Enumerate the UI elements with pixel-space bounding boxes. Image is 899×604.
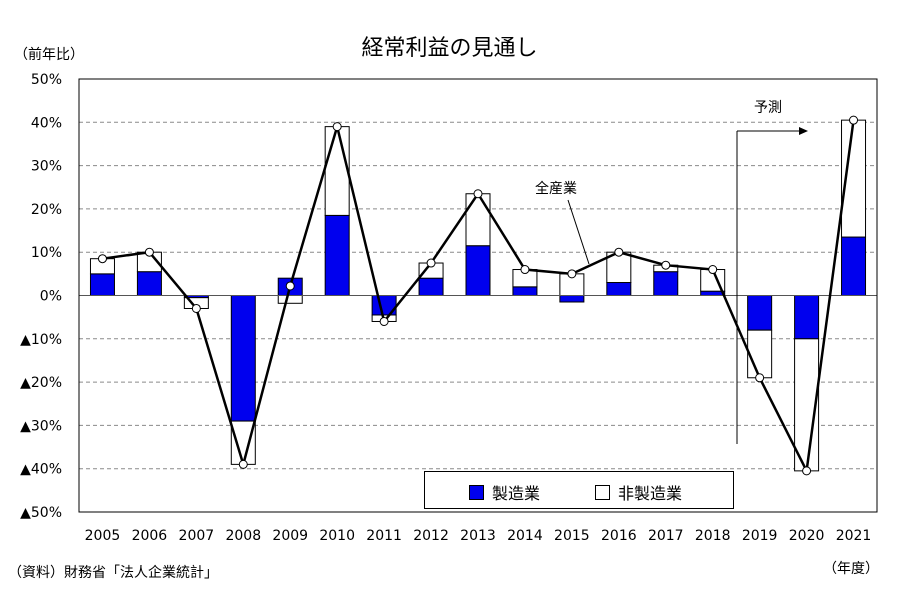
total-line-point [708,265,718,275]
legend-label-manufacturing: 製造業 [492,484,541,503]
x-tick-label: 2011 [366,528,402,544]
forecast-marker [736,127,808,444]
bar-manufacturing [841,236,867,296]
y-tick-label: 40% [31,115,62,131]
total-line-point [849,115,859,125]
y-tick-label: ▲10% [20,332,62,348]
bar-manufacturing [653,271,679,296]
legend-item-manufacturing: 製造業 [469,480,540,504]
x-tick-label: 2021 [836,528,872,544]
bar-manufacturing [747,295,773,331]
x-tick-label: 2006 [132,528,168,544]
x-tick-label: 2016 [601,528,637,544]
y-tick-label: ▲20% [20,375,62,391]
total-line-point [614,247,624,257]
total-line-point [97,254,107,264]
bar-manufacturing [230,295,256,422]
x-tick-label: 2020 [789,528,825,544]
total-line-point [426,258,436,268]
legend-swatch-manufacturing [469,484,484,500]
total-line-point [191,303,201,313]
y-tick-label: ▲30% [20,418,62,434]
x-tick-label: 2015 [554,528,590,544]
legend-item-nonmanufacturing: 非製造業 [595,480,682,504]
bar-nonmanufacturing [747,329,773,379]
legend: 製造業 非製造業 [424,471,734,509]
total-line-point [332,122,342,132]
x-tick-label: 2013 [460,528,496,544]
line-label-annotation: 全産業 [535,181,577,197]
forecast-arrow-head [799,127,808,135]
total-line-point [238,459,248,469]
total-line-point [379,316,389,326]
x-tick-label: 2007 [179,528,215,544]
bar-nonmanufacturing [465,193,491,247]
legend-label-nonmanufacturing: 非製造業 [618,484,683,503]
y-tick-label: 30% [31,159,62,175]
y-tick-label: 20% [31,202,62,218]
bar-manufacturing [559,295,585,303]
x-axis: 2005 2006 2007 2008 2009 2010 2011 2012 2013 2014… [85,528,872,544]
x-axis-label: （年度） [823,561,879,577]
legend-swatch-nonmanufacturing [595,484,610,500]
x-tick-label: 2010 [319,528,355,544]
y-axis: 50% 40% 30% 20% 10% 0% ▲10% ▲20% ▲30% ▲40% ▲50% [20,72,62,521]
bar-nonmanufacturing [606,251,632,284]
total-line [97,115,859,476]
bar-manufacturing [324,214,350,297]
line-label-leader [567,199,590,265]
plot-border [78,78,878,513]
bar-nonmanufacturing [277,295,303,304]
total-line-point [755,373,765,383]
source-note: （資料）財務省「法人企業統計」 [8,565,218,581]
total-line-point [144,247,154,257]
y-tick-label: ▲50% [20,505,62,521]
y-tick-label: 50% [31,72,62,88]
bar-manufacturing [418,277,444,296]
bar-manufacturing [606,282,632,297]
forecast-label: 予測 [754,100,782,116]
y-tick-label: ▲40% [20,462,62,478]
y-tick-label: 0% [40,289,62,305]
x-tick-label: 2009 [272,528,308,544]
chart-title: 経常利益の見通し [361,36,538,61]
total-line-point [285,281,295,291]
x-tick-label: 2017 [648,528,684,544]
bar-manufacturing [136,271,162,296]
y-tick-label: 10% [31,245,62,261]
x-tick-label: 2008 [225,528,261,544]
total-line-point [661,260,671,270]
x-tick-label: 2014 [507,528,543,544]
total-line-point [802,466,812,476]
x-tick-label: 2019 [742,528,778,544]
bar-manufacturing [794,295,820,340]
bar-manufacturing [465,245,491,296]
bar-manufacturing [89,273,115,297]
total-line-point [473,189,483,199]
y-axis-label: （前年比） [14,47,84,63]
x-tick-label: 2005 [85,528,121,544]
bar-nonmanufacturing [324,126,350,216]
x-tick-label: 2018 [695,528,731,544]
x-tick-label: 2012 [413,528,449,544]
bar-manufacturing [512,286,538,296]
total-line-point [567,269,577,279]
total-line-point [520,265,530,275]
